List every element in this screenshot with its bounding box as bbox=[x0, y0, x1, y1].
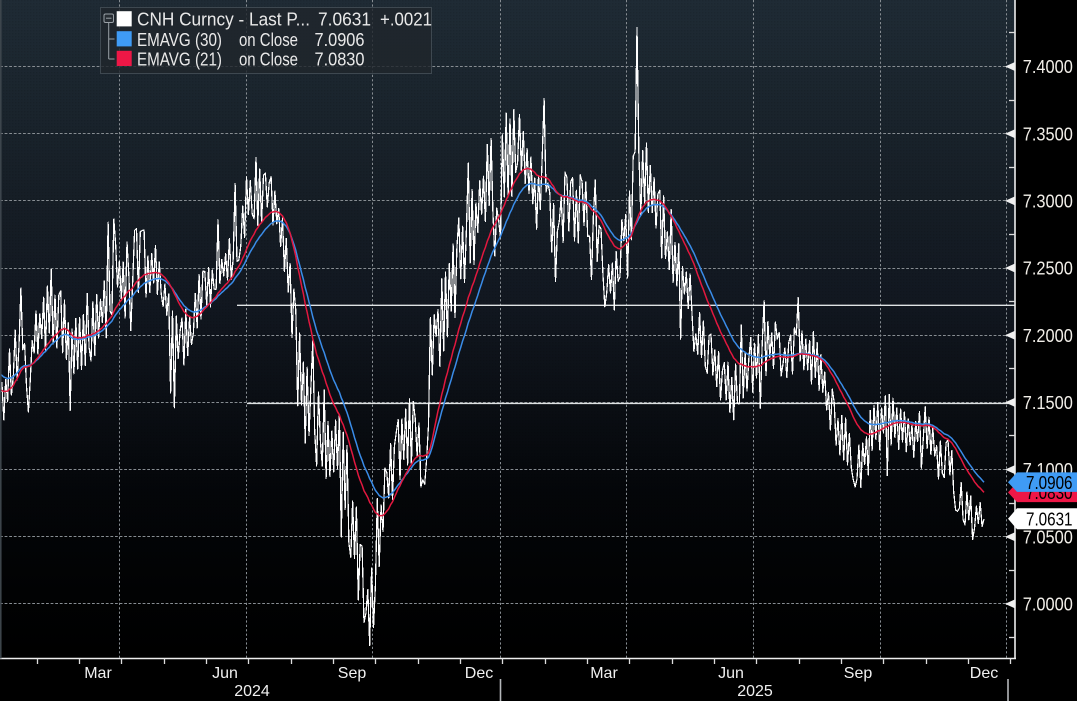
svg-text:7.0830: 7.0830 bbox=[315, 49, 365, 69]
svg-text:Mar: Mar bbox=[590, 665, 618, 682]
svg-text:7.3000: 7.3000 bbox=[1023, 192, 1073, 212]
svg-text:Jun: Jun bbox=[212, 665, 238, 682]
svg-text:Mar: Mar bbox=[84, 665, 112, 682]
svg-text:+.0021: +.0021 bbox=[380, 9, 432, 29]
svg-text:Sep: Sep bbox=[844, 665, 873, 682]
svg-text:7.0906: 7.0906 bbox=[315, 30, 365, 50]
svg-text:7.2000: 7.2000 bbox=[1023, 326, 1073, 346]
svg-text:7.2500: 7.2500 bbox=[1023, 259, 1073, 279]
svg-text:EMAVG (30): EMAVG (30) bbox=[137, 30, 222, 50]
svg-text:2024: 2024 bbox=[234, 683, 270, 700]
svg-text:CNH Curncy - Last P...: CNH Curncy - Last P... bbox=[137, 9, 310, 29]
svg-text:7.0631: 7.0631 bbox=[318, 9, 371, 29]
svg-text:7.0500: 7.0500 bbox=[1023, 527, 1073, 547]
svg-text:7.4000: 7.4000 bbox=[1023, 57, 1073, 77]
svg-text:Sep: Sep bbox=[338, 665, 367, 682]
svg-text:2025: 2025 bbox=[737, 683, 773, 700]
svg-text:on Close: on Close bbox=[239, 49, 298, 69]
svg-text:7.0906: 7.0906 bbox=[1026, 473, 1073, 493]
svg-text:7.1500: 7.1500 bbox=[1023, 393, 1073, 413]
svg-text:7.0631: 7.0631 bbox=[1026, 509, 1073, 529]
svg-text:7.3500: 7.3500 bbox=[1023, 124, 1073, 144]
svg-text:Dec: Dec bbox=[970, 665, 998, 682]
svg-text:Dec: Dec bbox=[465, 665, 493, 682]
svg-text:EMAVG (21): EMAVG (21) bbox=[137, 49, 222, 69]
svg-text:Jun: Jun bbox=[718, 665, 744, 682]
svg-text:on Close: on Close bbox=[239, 30, 298, 50]
svg-text:7.0000: 7.0000 bbox=[1023, 595, 1073, 615]
